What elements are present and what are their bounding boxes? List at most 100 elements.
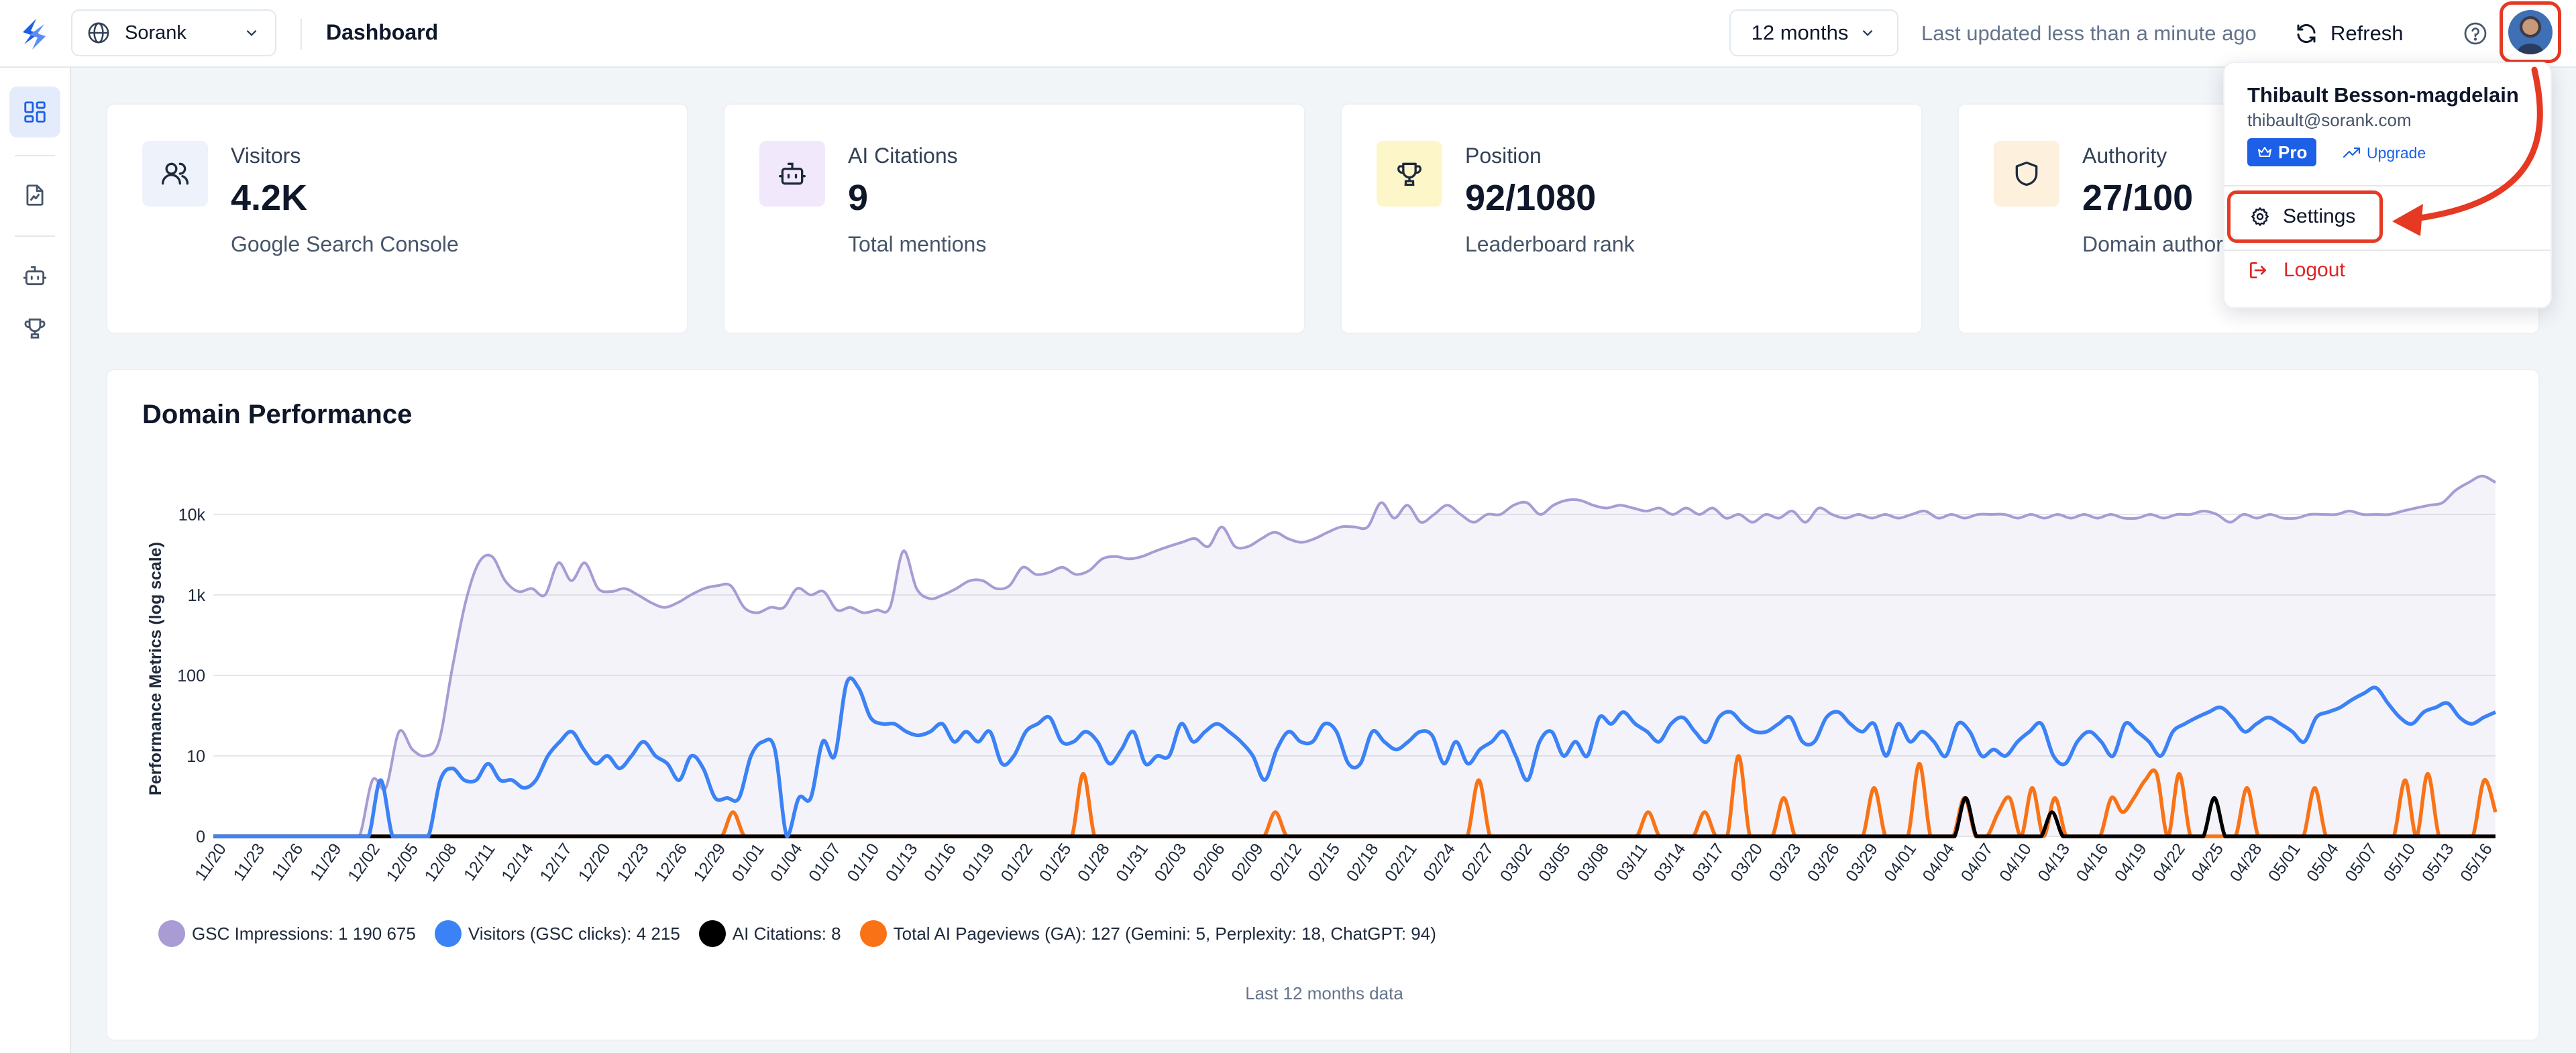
settings-menu-item[interactable]: Settings — [2227, 190, 2383, 243]
card-value: 92/1080 — [1465, 178, 1597, 218]
y-tick-label: 0 — [196, 828, 205, 846]
bot-icon — [779, 162, 806, 185]
card-title: AI Citations — [848, 144, 958, 168]
x-tick-label: 11/23 — [229, 840, 268, 884]
y-tick-label: 10k — [178, 506, 206, 524]
date-range-label: 12 months — [1751, 21, 1849, 44]
top-bar: Sorank Dashboard 12 months Last updated … — [0, 0, 2576, 68]
x-tick-label: 04/25 — [2188, 840, 2227, 885]
sidebar-item-ai-citations[interactable] — [9, 250, 60, 301]
refresh-button[interactable]: Refresh — [2294, 13, 2404, 54]
x-tick-label: 01/25 — [1036, 840, 1075, 885]
x-tick-label: 05/04 — [2303, 840, 2343, 885]
date-range-select[interactable]: 12 months — [1729, 9, 1898, 56]
sidebar — [0, 68, 71, 1053]
legend-label: Visitors (GSC clicks): 4 215 — [468, 923, 680, 944]
y-tick-label: 1k — [188, 586, 206, 605]
page-title: Dashboard — [326, 20, 439, 44]
last-updated-text: Last updated less than a minute ago — [1921, 21, 2257, 45]
sidebar-item-dashboard[interactable] — [9, 87, 60, 137]
user-avatar-button[interactable] — [2500, 1, 2561, 63]
x-tick-label: 12/20 — [575, 840, 614, 885]
x-tick-label: 12/02 — [344, 840, 384, 885]
logout-icon — [2250, 262, 2266, 278]
legend-swatch — [434, 920, 462, 947]
chart-footnote: Last 12 months data — [1245, 983, 1403, 1003]
user-email: thibault@sorank.com — [2247, 110, 2412, 130]
stat-card-ai-citations: AI Citations 9 Total mentions — [723, 103, 1305, 334]
card-subtitle: Total mentions — [848, 232, 987, 256]
chart-legend: GSC Impressions: 1 190 675 Visitors (GSC … — [158, 920, 1436, 947]
plan-label: Pro — [2278, 142, 2308, 162]
x-tick-label: 04/04 — [1919, 840, 1959, 885]
y-axis-label: Performance Metrics (log scale) — [146, 542, 165, 795]
sidebar-item-leaderboard[interactable] — [9, 302, 60, 353]
menu-divider — [2224, 250, 2551, 251]
x-tick-label: 04/01 — [1880, 840, 1920, 885]
card-title: Visitors — [231, 144, 301, 168]
sidebar-item-reports[interactable] — [9, 170, 60, 221]
legend-item[interactable]: Visitors (GSC clicks): 4 215 — [434, 920, 680, 947]
x-tick-label: 03/29 — [1842, 840, 1882, 885]
x-tick-label: 02/21 — [1381, 840, 1421, 885]
menu-divider — [2224, 185, 2551, 186]
x-tick-label: 04/16 — [2073, 840, 2112, 885]
x-tick-label: 02/27 — [1458, 840, 1497, 885]
x-tick-label: 04/10 — [1996, 840, 2035, 885]
settings-label: Settings — [2283, 205, 2356, 227]
card-icon-box — [142, 141, 208, 207]
refresh-label: Refresh — [2330, 21, 2404, 45]
x-tick-label: 04/28 — [2226, 840, 2266, 885]
user-name: Thibault Besson-magdelain — [2247, 83, 2519, 107]
stat-card-position: Position 92/1080 Leaderboard rank — [1340, 103, 1923, 334]
legend-item[interactable]: GSC Impressions: 1 190 675 — [158, 920, 416, 947]
refresh-icon — [2297, 23, 2316, 44]
x-tick-label: 04/07 — [1957, 840, 1997, 885]
x-tick-label: 04/13 — [2034, 840, 2074, 885]
globe-icon — [88, 22, 109, 44]
x-tick-label: 01/04 — [767, 840, 806, 885]
logout-menu-item[interactable]: Logout — [2247, 259, 2345, 282]
card-value: 27/100 — [2082, 178, 2194, 218]
x-tick-label: 04/22 — [2149, 840, 2189, 885]
legend-item[interactable]: Total AI Pageviews (GA): 127 (Gemini: 5,… — [859, 920, 1436, 947]
y-tick-label: 100 — [177, 667, 205, 685]
organization-select[interactable]: Sorank — [71, 9, 276, 56]
logout-label: Logout — [2284, 259, 2345, 281]
x-tick-label: 03/02 — [1497, 840, 1536, 885]
x-tick-label: 05/01 — [2265, 840, 2304, 885]
y-tick-label: 10 — [186, 747, 205, 766]
x-tick-label: 12/05 — [382, 840, 422, 885]
gear-icon — [2251, 207, 2269, 226]
chevron-down-icon — [1863, 30, 1873, 36]
crown-icon — [2258, 147, 2271, 157]
x-tick-label: 01/19 — [959, 840, 998, 885]
domain-performance-panel: Domain Performance 0 10 100 1k 10k Performanc… — [106, 369, 2540, 1041]
legend-item[interactable]: AI Citations: 8 — [698, 920, 841, 947]
x-tick-label: 02/09 — [1228, 840, 1267, 885]
chart-title: Domain Performance — [142, 400, 413, 429]
x-tick-label: 03/05 — [1535, 840, 1574, 885]
chevron-down-icon — [246, 30, 257, 36]
dashboard-grid-icon — [24, 101, 46, 123]
file-chart-icon — [26, 184, 44, 206]
x-tick-label: 12/08 — [421, 840, 461, 885]
x-tick-label: 12/14 — [498, 840, 537, 885]
sorank-logo-icon[interactable] — [16, 16, 52, 52]
x-tick-label: 04/19 — [2111, 840, 2151, 885]
series-area — [213, 476, 2496, 836]
x-tick-label: 01/13 — [882, 840, 922, 885]
upgrade-link[interactable]: Upgrade — [2343, 140, 2426, 166]
series-line — [213, 474, 2496, 838]
legend-swatch — [698, 920, 726, 947]
x-tick-label: 12/23 — [613, 840, 653, 885]
x-tick-label: 02/03 — [1150, 840, 1190, 885]
x-tick-label: 01/16 — [920, 840, 960, 885]
x-tick-label: 03/17 — [1688, 840, 1728, 885]
trophy-icon — [1397, 162, 1421, 186]
card-title: Authority — [2082, 144, 2167, 168]
card-icon-box — [759, 141, 825, 207]
help-circle-icon[interactable] — [2463, 21, 2487, 46]
x-tick-label: 03/23 — [1766, 840, 1805, 885]
users-icon — [162, 162, 189, 185]
